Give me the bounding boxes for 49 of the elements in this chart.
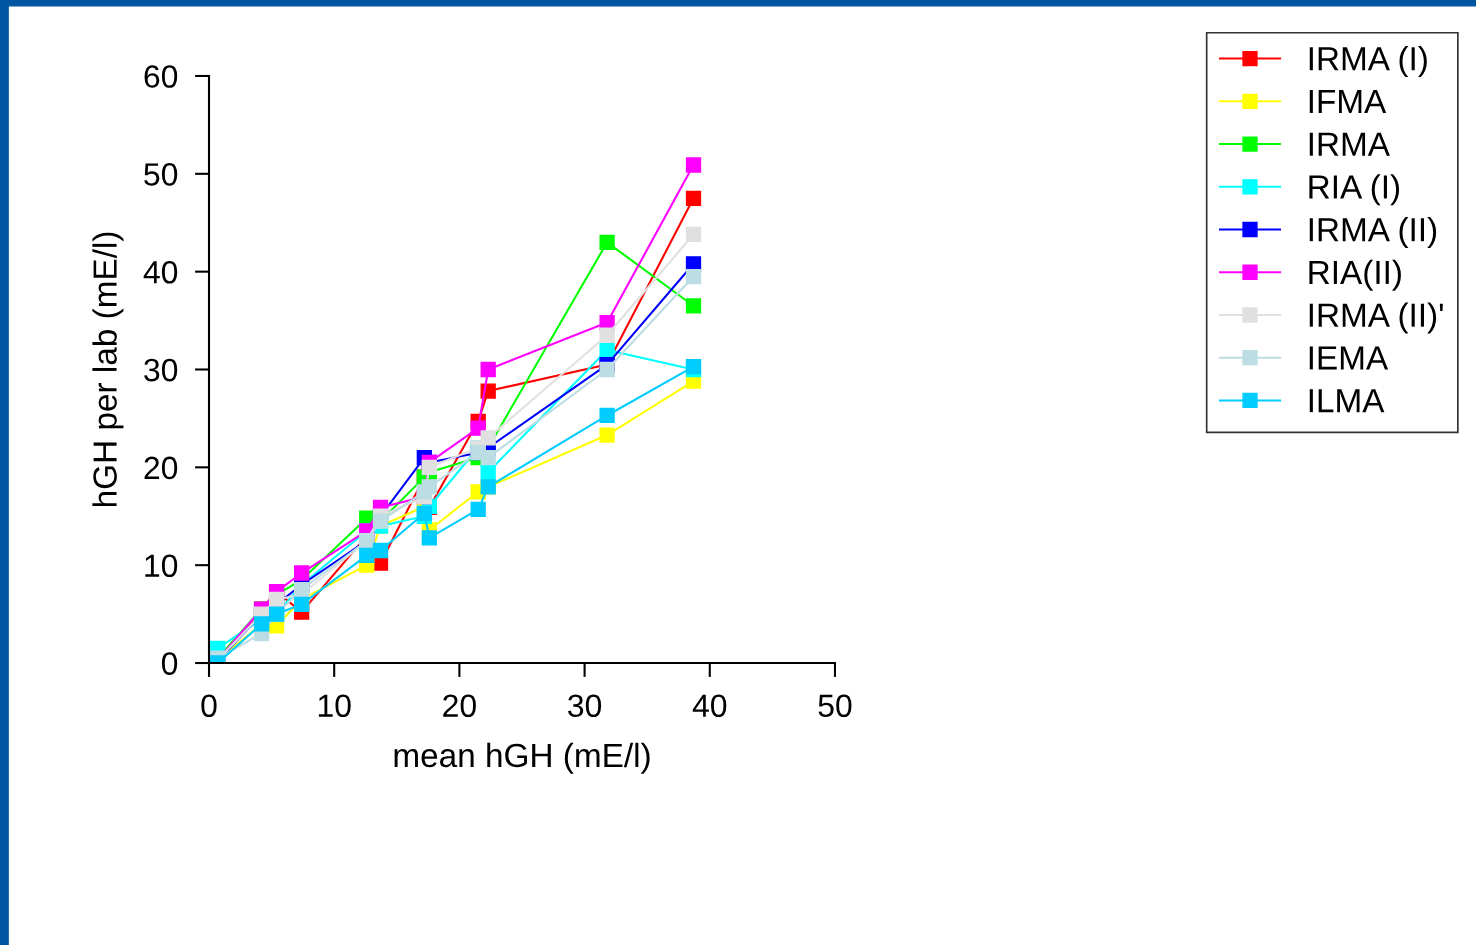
point xyxy=(268,591,285,608)
y-axis-title: hGH per lab (mE/l) xyxy=(92,232,124,507)
y-tick-label: 60 xyxy=(144,65,178,88)
point xyxy=(599,427,615,443)
point xyxy=(685,268,702,285)
point xyxy=(599,342,615,358)
point xyxy=(470,501,486,518)
point xyxy=(480,430,496,446)
point xyxy=(599,327,615,343)
legend-label: IRMA xyxy=(1309,132,1390,156)
x-tick-label: 0 xyxy=(201,694,217,718)
point xyxy=(421,459,437,475)
point xyxy=(421,479,437,495)
x-tick-label: 10 xyxy=(318,694,351,718)
legend-label: RIA (I) xyxy=(1309,174,1400,206)
x-axis-title: mean hGH (mE/l) xyxy=(394,742,650,774)
x-tick-label: 50 xyxy=(818,694,852,718)
y-tick-label: 30 xyxy=(144,358,178,382)
x-tick-label: 30 xyxy=(568,694,602,718)
point xyxy=(372,542,389,559)
y-tick-label: 0 xyxy=(161,652,178,675)
y-tick-label: 10 xyxy=(145,554,178,578)
x-tick-label: 40 xyxy=(692,694,727,718)
point xyxy=(294,565,310,581)
legend-label: IRMA (II) xyxy=(1309,217,1437,249)
point xyxy=(685,190,702,206)
point xyxy=(421,530,437,546)
point xyxy=(599,361,615,378)
legend-label: IEMA xyxy=(1309,346,1389,370)
y-tick-label: 50 xyxy=(144,163,178,186)
point xyxy=(294,581,310,598)
point xyxy=(685,298,702,314)
point xyxy=(480,449,496,466)
y-tick-label: 40 xyxy=(143,260,178,284)
point xyxy=(294,596,310,612)
point xyxy=(480,464,496,480)
legend-label: RIA(II) xyxy=(1309,259,1401,291)
point xyxy=(480,361,496,378)
point xyxy=(359,547,375,564)
point xyxy=(685,226,702,243)
x-tick-label: 20 xyxy=(443,694,476,718)
point xyxy=(685,157,702,173)
legend-label: ILMA xyxy=(1309,389,1385,413)
y-tick-label: 20 xyxy=(144,456,178,480)
legend-label: IRMA (II)' xyxy=(1309,302,1443,334)
legend-label: IRMA (I) xyxy=(1309,46,1427,78)
point xyxy=(599,407,615,424)
legend-label: IFMA xyxy=(1309,90,1387,113)
point xyxy=(599,234,615,250)
